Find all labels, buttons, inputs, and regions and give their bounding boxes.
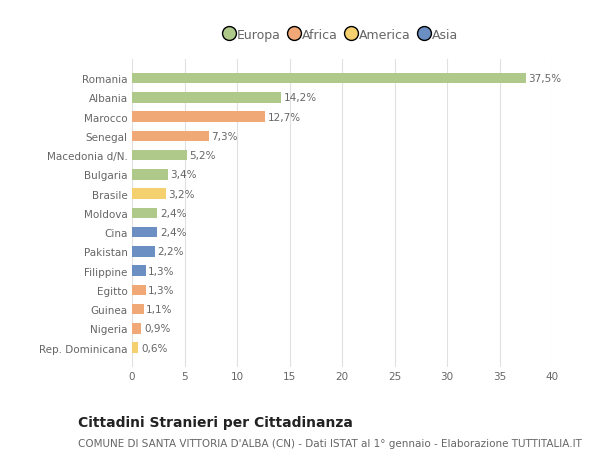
Bar: [132, 285, 146, 296]
Legend: Europa, Africa, America, Asia: Europa, Africa, America, Asia: [226, 29, 458, 42]
Text: 5,2%: 5,2%: [189, 151, 216, 161]
Text: 0,9%: 0,9%: [144, 324, 170, 334]
Text: Cittadini Stranieri per Cittadinanza: Cittadini Stranieri per Cittadinanza: [78, 415, 353, 429]
Bar: [132, 304, 143, 315]
Text: 37,5%: 37,5%: [529, 74, 562, 84]
Text: 14,2%: 14,2%: [284, 93, 317, 103]
Text: 3,4%: 3,4%: [170, 170, 197, 180]
Bar: [132, 73, 526, 84]
Bar: [132, 93, 281, 103]
Text: 1,1%: 1,1%: [146, 304, 173, 314]
Bar: [132, 246, 155, 257]
Bar: [132, 208, 157, 219]
Text: 3,2%: 3,2%: [168, 189, 195, 199]
Text: COMUNE DI SANTA VITTORIA D'ALBA (CN) - Dati ISTAT al 1° gennaio - Elaborazione T: COMUNE DI SANTA VITTORIA D'ALBA (CN) - D…: [78, 438, 582, 448]
Text: 2,4%: 2,4%: [160, 228, 187, 238]
Bar: [132, 227, 157, 238]
Bar: [132, 131, 209, 142]
Text: 1,3%: 1,3%: [148, 266, 175, 276]
Bar: [132, 343, 139, 353]
Bar: [132, 324, 142, 334]
Bar: [132, 266, 146, 276]
Bar: [132, 112, 265, 123]
Text: 2,2%: 2,2%: [158, 247, 184, 257]
Text: 7,3%: 7,3%: [211, 132, 238, 141]
Text: 12,7%: 12,7%: [268, 112, 301, 123]
Text: 1,3%: 1,3%: [148, 285, 175, 295]
Bar: [132, 170, 168, 180]
Bar: [132, 189, 166, 200]
Bar: [132, 151, 187, 161]
Text: 0,6%: 0,6%: [141, 343, 167, 353]
Text: 2,4%: 2,4%: [160, 208, 187, 218]
